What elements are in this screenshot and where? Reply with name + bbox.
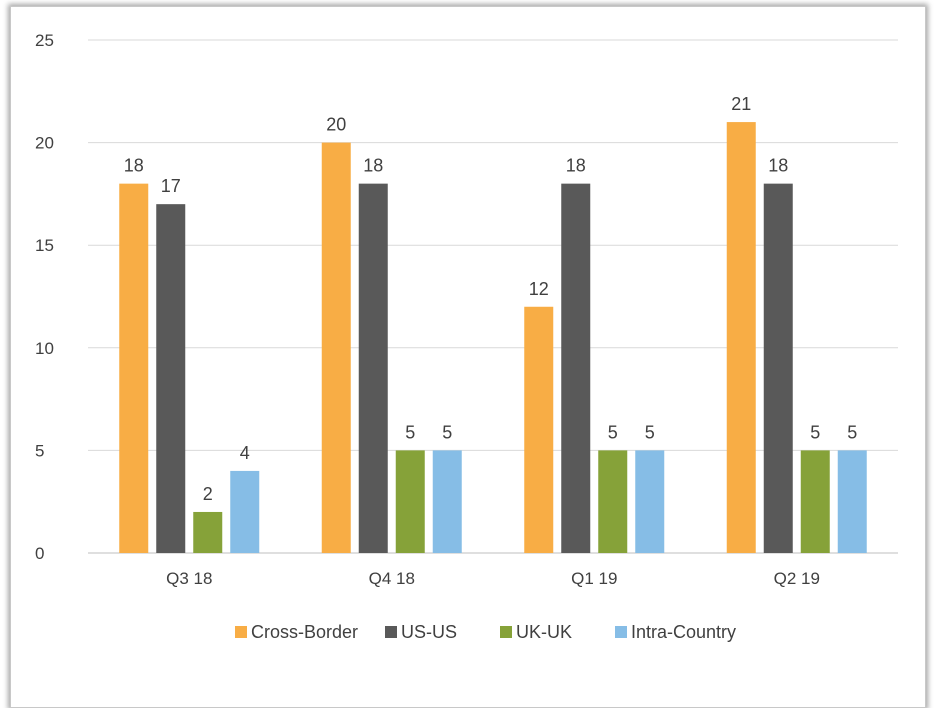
data-label: 18 xyxy=(768,156,788,176)
data-label: 4 xyxy=(240,443,250,463)
data-label: 12 xyxy=(529,279,549,299)
data-label: 5 xyxy=(442,422,452,442)
bar xyxy=(321,142,351,553)
data-label: 18 xyxy=(566,156,586,176)
data-label: 5 xyxy=(847,422,857,442)
legend-swatch xyxy=(500,626,512,638)
bar xyxy=(524,306,554,553)
y-tick-label: 25 xyxy=(35,31,54,50)
bar xyxy=(358,183,388,553)
legend-swatch xyxy=(615,626,627,638)
y-tick-label: 20 xyxy=(35,134,54,153)
y-tick-label: 5 xyxy=(35,441,44,460)
data-label: 5 xyxy=(405,422,415,442)
data-label: 18 xyxy=(124,156,144,176)
bar xyxy=(837,450,867,553)
data-label: 5 xyxy=(608,422,618,442)
legend-label: Cross-Border xyxy=(251,622,358,642)
gridlines xyxy=(88,39,898,554)
legend-label: US-US xyxy=(401,622,457,642)
bar xyxy=(598,450,628,553)
legend-label: Intra-Country xyxy=(631,622,736,642)
data-label: 18 xyxy=(363,156,383,176)
data-labels: 18 17 2 4 20 18 5 5 12 18 5 5 21 18 5 5 xyxy=(124,94,858,504)
legend-swatch xyxy=(235,626,247,638)
data-label: 5 xyxy=(645,422,655,442)
legend-swatch xyxy=(385,626,397,638)
chart-frame: 0 5 10 15 20 25 18 17 2 4 20 18 5 5 12 18 5 5 21 18 5 5 Q3 1… xyxy=(10,6,926,708)
x-axis-tick-labels: Q3 18 Q4 18 Q1 19 Q2 19 xyxy=(166,569,820,588)
y-tick-label: 15 xyxy=(35,236,54,255)
bar xyxy=(726,122,756,553)
data-label: 2 xyxy=(203,484,213,504)
bar xyxy=(395,450,425,553)
legend-label: UK-UK xyxy=(516,622,572,642)
y-axis-tick-labels: 0 5 10 15 20 25 xyxy=(35,31,54,563)
bar xyxy=(119,183,149,553)
x-tick-label: Q4 18 xyxy=(369,569,415,588)
x-tick-label: Q1 19 xyxy=(571,569,617,588)
bar xyxy=(230,470,260,553)
x-tick-label: Q2 19 xyxy=(774,569,820,588)
data-label: 21 xyxy=(731,94,751,114)
y-tick-label: 10 xyxy=(35,339,54,358)
bar xyxy=(156,204,186,553)
x-tick-label: Q3 18 xyxy=(166,569,212,588)
bar xyxy=(561,183,591,553)
bars xyxy=(119,122,867,553)
bar-chart: 0 5 10 15 20 25 18 17 2 4 20 18 5 5 12 18 5 5 21 18 5 5 Q3 1… xyxy=(35,31,898,642)
data-label: 20 xyxy=(326,115,346,135)
bar xyxy=(800,450,830,553)
data-label: 17 xyxy=(161,176,181,196)
bar xyxy=(763,183,793,553)
bar xyxy=(635,450,665,553)
legend: Cross-Border US-US UK-UK Intra-Country xyxy=(235,622,736,642)
data-label: 5 xyxy=(810,422,820,442)
y-tick-label: 0 xyxy=(35,544,44,563)
bar xyxy=(193,511,223,553)
bar xyxy=(432,450,462,553)
